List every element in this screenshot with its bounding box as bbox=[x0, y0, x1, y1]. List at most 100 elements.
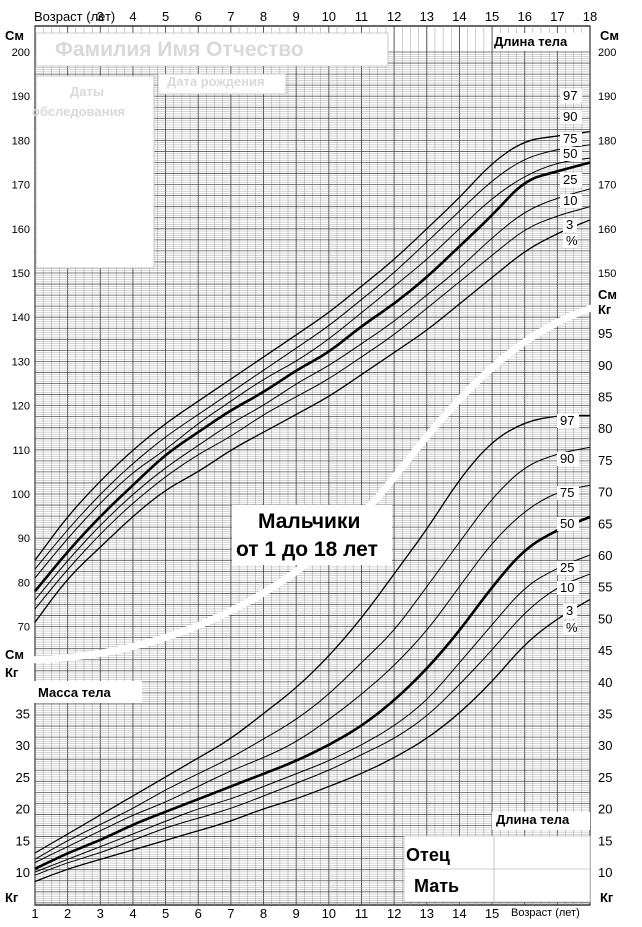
height-tick-right-170: 170 bbox=[598, 180, 616, 192]
height-percentile-label-90: 90 bbox=[563, 109, 577, 124]
weight-tick-right-40: 40 bbox=[598, 675, 612, 690]
weight-percentile-label-25: 25 bbox=[560, 560, 574, 575]
weight-tick-right-55: 55 bbox=[598, 580, 612, 595]
weight-tick-right-10: 10 bbox=[598, 865, 612, 880]
bottom-age-tick-8: 8 bbox=[260, 906, 267, 921]
height-tick-left-160: 160 bbox=[12, 224, 30, 236]
top-age-tick-11: 11 bbox=[355, 9, 369, 24]
axis-labels: 3 4 5 6 7 8 9 10 11 12 13 14 15 16 17 181 2 3 4 5 6 7 8 9 10 11 12… bbox=[12, 9, 617, 921]
bottom-age-tick-15: 15 bbox=[485, 906, 499, 921]
form-boxes bbox=[35, 32, 591, 903]
top-age-tick-12: 12 bbox=[387, 9, 401, 24]
mother-label: Мать bbox=[414, 876, 459, 896]
weight-tick-left-10: 10 bbox=[16, 865, 30, 880]
birth-date-field[interactable]: Дата рождения bbox=[167, 74, 265, 89]
kg-unit-mid-left: Кг bbox=[5, 665, 19, 680]
top-age-tick-8: 8 bbox=[260, 9, 267, 24]
top-age-tick-7: 7 bbox=[227, 9, 234, 24]
top-age-tick-3: 3 bbox=[97, 9, 104, 24]
height-tick-left-150: 150 bbox=[12, 268, 30, 280]
height-percentile-label-25: 25 bbox=[563, 172, 577, 187]
weight-percentile-90-line bbox=[34, 446, 591, 860]
weight-tick-right-65: 65 bbox=[598, 516, 612, 531]
height-percentile-50-line bbox=[33, 161, 591, 593]
weight-percentile-label-10: 10 bbox=[560, 580, 574, 595]
weight-percentile-75-line bbox=[34, 484, 591, 863]
height-percentile-25-line bbox=[34, 188, 591, 601]
percentile-curves bbox=[33, 130, 591, 883]
height-tick-left-180: 180 bbox=[12, 135, 30, 147]
name-field[interactable]: Фамилия Имя Отчество bbox=[55, 38, 304, 61]
height-percentile-3-line bbox=[34, 219, 591, 623]
kg-unit-bottom-right: Кг bbox=[600, 890, 614, 905]
parents-height-label: Длина тела bbox=[496, 812, 570, 827]
height-axis-title: Длина тела bbox=[494, 34, 568, 49]
height-tick-left-140: 140 bbox=[12, 312, 30, 324]
weight-tick-right-60: 60 bbox=[598, 548, 612, 563]
weight-tick-right-20: 20 bbox=[598, 802, 612, 817]
weight-percentile-label-percent: % bbox=[566, 620, 578, 635]
bottom-age-tick-5: 5 bbox=[162, 906, 169, 921]
weight-tick-right-85: 85 bbox=[598, 390, 612, 405]
weight-tick-right-70: 70 bbox=[598, 485, 612, 500]
height-percentile-label-10: 10 bbox=[563, 193, 577, 208]
weight-percentile-10-line bbox=[34, 573, 591, 876]
top-age-tick-9: 9 bbox=[293, 9, 300, 24]
height-tick-left-200: 200 bbox=[12, 47, 30, 59]
weight-tick-right-50: 50 bbox=[598, 611, 612, 626]
weight-percentile-label-97: 97 bbox=[560, 413, 574, 428]
weight-tick-right-45: 45 bbox=[598, 643, 612, 658]
height-percentile-label-3: 3 bbox=[566, 217, 573, 232]
age-axis-title: Возраст (лет) bbox=[34, 9, 115, 24]
top-age-tick-13: 13 bbox=[420, 9, 434, 24]
weight-percentile-label-3: 3 bbox=[566, 603, 573, 618]
bottom-age-tick-2: 2 bbox=[64, 906, 71, 921]
top-age-tick-4: 4 bbox=[129, 9, 136, 24]
height-percentile-label-97: 97 bbox=[563, 88, 577, 103]
white-band bbox=[19, 296, 621, 703]
weight-percentile-50-line bbox=[34, 515, 591, 870]
height-percentile-97-line bbox=[34, 130, 591, 561]
bottom-age-tick-10: 10 bbox=[322, 906, 336, 921]
top-age-tick-17: 17 bbox=[550, 9, 564, 24]
cm-unit-mid-right: См bbox=[598, 287, 617, 302]
weight-percentile-3-line bbox=[34, 598, 591, 883]
father-label: Отец bbox=[406, 845, 450, 865]
weight-tick-right-75: 75 bbox=[598, 453, 612, 468]
weight-percentile-label-50: 50 bbox=[560, 516, 574, 531]
bottom-age-tick-6: 6 bbox=[195, 906, 202, 921]
cm-unit-right: См bbox=[600, 28, 619, 43]
weight-tick-right-15: 15 bbox=[598, 833, 612, 848]
bottom-age-tick-14: 14 bbox=[452, 906, 466, 921]
chart-title-line2: от 1 до 18 лет bbox=[236, 538, 378, 561]
weight-tick-left-20: 20 bbox=[16, 802, 30, 817]
bottom-age-tick-11: 11 bbox=[355, 906, 369, 921]
height-tick-right-160: 160 bbox=[598, 224, 616, 236]
cm-unit-left: См bbox=[5, 28, 24, 43]
bottom-age-tick-13: 13 bbox=[420, 906, 434, 921]
height-percentile-label-percent: % bbox=[566, 233, 578, 248]
bottom-age-tick-12: 12 bbox=[387, 906, 401, 921]
bottom-age-tick-9: 9 bbox=[293, 906, 300, 921]
height-tick-left-70: 70 bbox=[18, 622, 30, 634]
height-tick-left-90: 90 bbox=[18, 533, 30, 545]
weight-tick-right-25: 25 bbox=[598, 770, 612, 785]
height-tick-right-190: 190 bbox=[598, 91, 616, 103]
weight-tick-right-95: 95 bbox=[598, 326, 612, 341]
cm-unit-mid-left: См bbox=[5, 647, 24, 662]
weight-tick-left-35: 35 bbox=[16, 707, 30, 722]
height-percentile-90-line bbox=[34, 144, 591, 570]
weight-tick-right-90: 90 bbox=[598, 358, 612, 373]
top-age-tick-16: 16 bbox=[517, 9, 531, 24]
chart-title-line1: Мальчики bbox=[258, 510, 360, 533]
height-percentile-10-line bbox=[34, 206, 591, 610]
top-age-tick-5: 5 bbox=[162, 9, 169, 24]
height-tick-left-190: 190 bbox=[12, 91, 30, 103]
bottom-age-tick-3: 3 bbox=[97, 906, 104, 921]
weight-tick-left-15: 15 bbox=[16, 833, 30, 848]
weight-tick-right-30: 30 bbox=[598, 738, 612, 753]
top-age-tick-15: 15 bbox=[485, 9, 499, 24]
exam-dates-label-line2: обследования bbox=[32, 104, 125, 119]
